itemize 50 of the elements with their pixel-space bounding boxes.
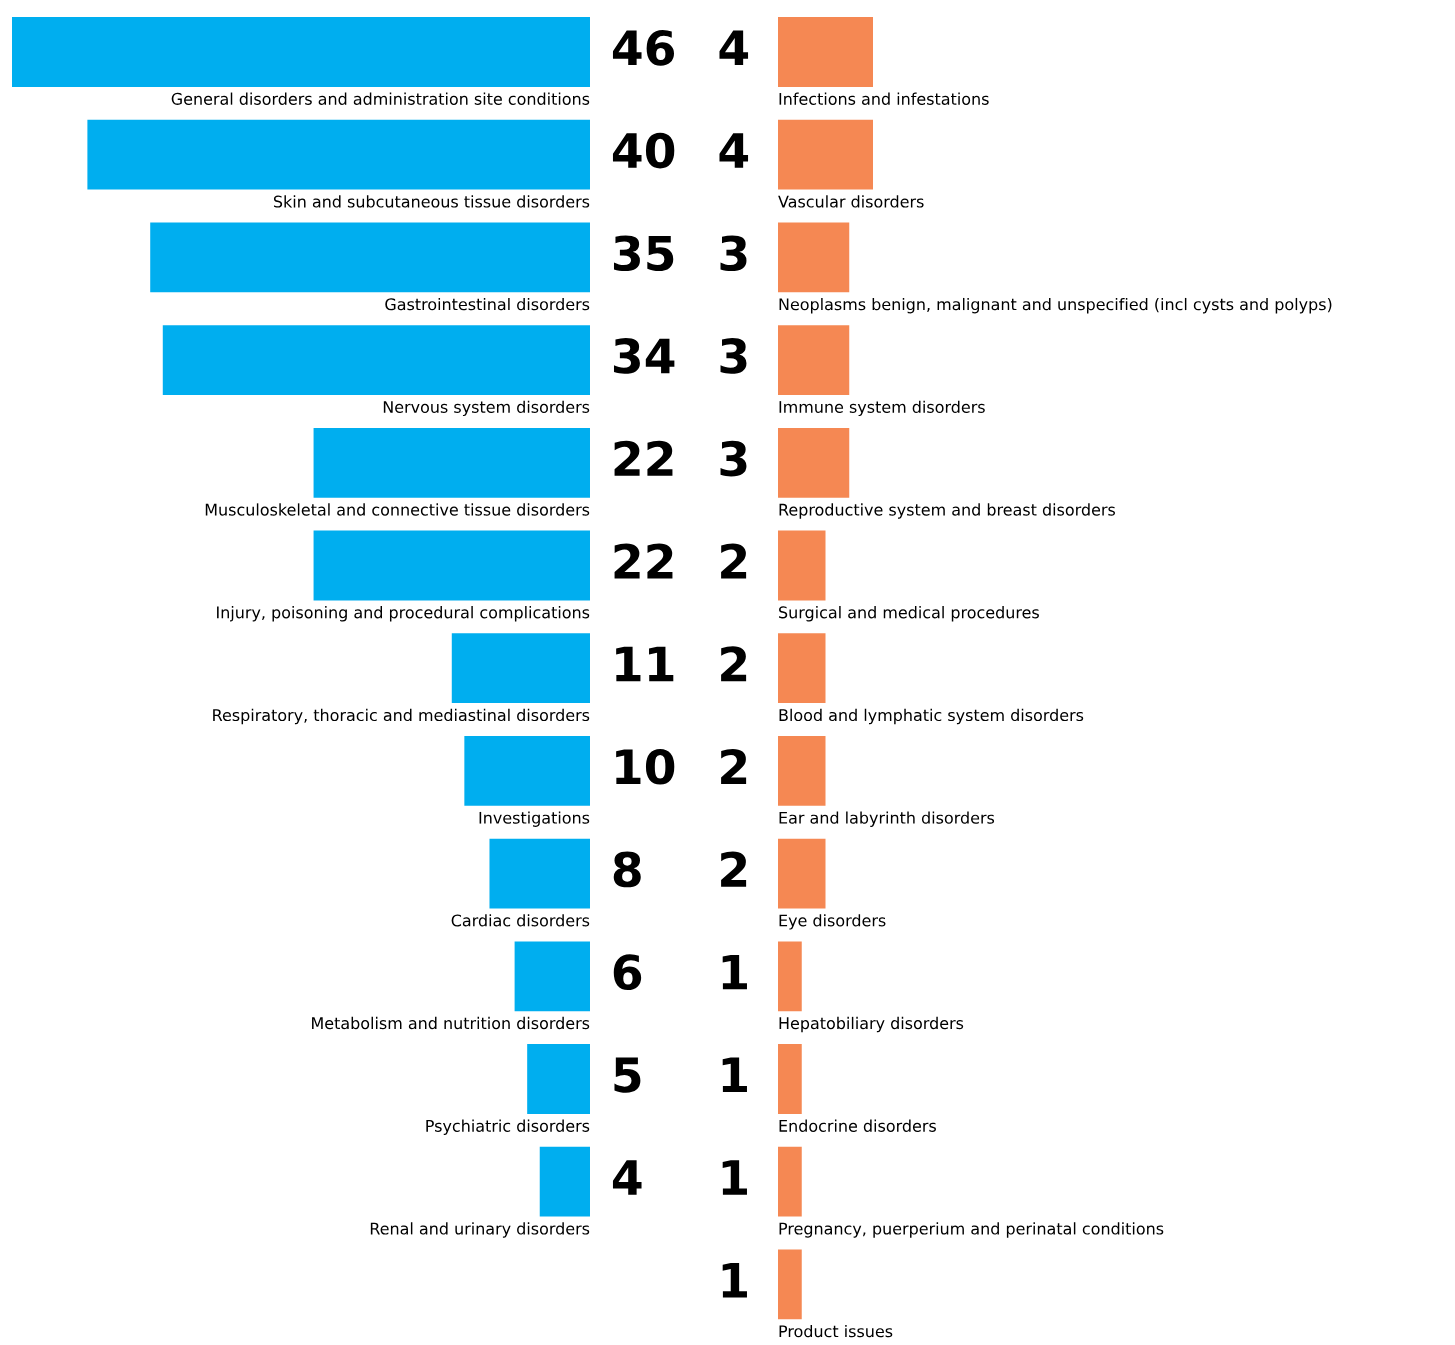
data-label: 5 xyxy=(614,1057,641,1093)
y-tick-label: Cardiac disorders xyxy=(451,914,590,927)
data-label: 4 xyxy=(612,1160,642,1195)
y-tick-label: Vascular disorders xyxy=(778,195,924,208)
data-label: 11 xyxy=(616,646,674,682)
y-tick-label: Metabolism and nutrition disorders xyxy=(312,1016,590,1030)
data-label: 1 xyxy=(722,1160,747,1195)
data-label: 4 xyxy=(719,30,749,66)
data-label: 3 xyxy=(720,440,747,477)
data-label: 3 xyxy=(720,338,747,374)
y-tick-label: Musculoskeletal and connective tissue disorders xyxy=(205,503,590,516)
y-tick-label: Infections and infestations xyxy=(779,92,989,105)
data-label: 22 xyxy=(614,543,673,579)
y-tick-label: General disorders and administration site conditions xyxy=(171,92,590,105)
data-label: 1 xyxy=(722,1057,747,1093)
y-tick-label: Investigations xyxy=(479,811,590,827)
data-label: 10 xyxy=(616,748,675,785)
y-tick-label: Product issues xyxy=(779,1324,893,1338)
y-tick-label: Psychiatric disorders xyxy=(426,1119,590,1135)
data-label: 40 xyxy=(612,132,675,169)
y-tick-label: Eye disorders xyxy=(779,914,886,930)
data-label: 34 xyxy=(613,338,675,374)
y-tick-label: Injury, poisoning and procedural complications xyxy=(217,606,590,622)
y-tick-label: Pregnancy, puerperium and perinatal conditions xyxy=(779,1222,1164,1238)
data-label: 2 xyxy=(721,646,747,682)
y-tick-label: Reproductive system and breast disorders xyxy=(779,503,1116,519)
data-label: 6 xyxy=(613,954,642,990)
y-tick-label: Ear and labyrinth disorders xyxy=(779,811,995,827)
data-label: 3 xyxy=(720,235,747,272)
y-tick-label: Neoplasms benign, malignant and unspecified (incl cysts and polyps) xyxy=(779,297,1332,314)
data-label: 46 xyxy=(612,30,675,66)
y-tick-label: Hepatobiliary disorders xyxy=(779,1016,964,1033)
y-tick-label: Nervous system disorders xyxy=(383,400,590,417)
y-tick-label: Surgical and medical procedures xyxy=(779,606,1039,622)
data-label: 2 xyxy=(721,543,747,579)
data-label: 2 xyxy=(721,851,747,887)
y-tick-label: Blood and lymphatic system disorders xyxy=(779,708,1084,725)
data-label: 1 xyxy=(722,954,747,990)
data-label: 22 xyxy=(614,440,673,476)
y-tick-label: Skin and subcutaneous tissue disorders xyxy=(273,195,590,208)
data-label: 35 xyxy=(613,235,674,272)
y-tick-label: Immune system disorders xyxy=(779,400,985,417)
data-label: 8 xyxy=(613,851,641,888)
y-tick-label: Gastrointestinal disorders xyxy=(385,297,590,311)
y-tick-label: Respiratory, thoracic and mediastinal disorders xyxy=(213,708,590,725)
y-tick-label: Endocrine disorders xyxy=(779,1119,936,1132)
data-label: 4 xyxy=(719,133,749,168)
data-label: 2 xyxy=(721,748,747,784)
y-tick-label: Renal and urinary disorders xyxy=(370,1222,590,1238)
data-label: 1 xyxy=(722,1263,747,1298)
